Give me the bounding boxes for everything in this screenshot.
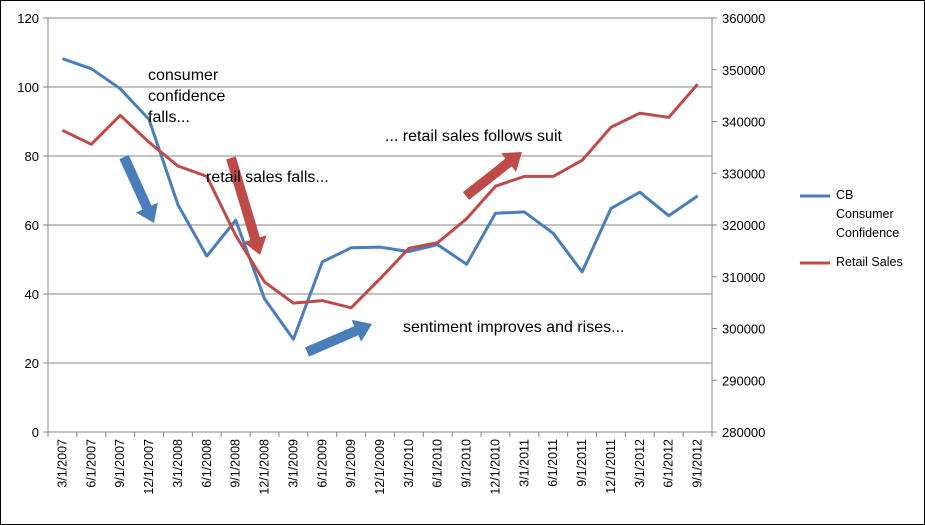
x-tick-label: 9/1/2008 bbox=[229, 439, 243, 488]
x-tick-label: 9/1/2010 bbox=[460, 439, 474, 488]
x-tick-label: 3/1/2010 bbox=[402, 439, 416, 488]
annotation-sentiment-improves: sentiment improves and rises... bbox=[403, 319, 624, 336]
right-tick-label: 290000 bbox=[722, 373, 765, 388]
x-tick-label: 9/1/2012 bbox=[691, 439, 705, 488]
series-line-cb-consumer-confidence bbox=[61, 57, 699, 341]
annotation-retail-follows-suit: ... retail sales follows suit bbox=[385, 128, 563, 145]
x-tick-label: 6/1/2011 bbox=[546, 439, 560, 487]
left-tick-label: 40 bbox=[25, 287, 39, 302]
x-tick-label: 3/1/2009 bbox=[286, 439, 300, 488]
legend-label: Retail Sales bbox=[836, 255, 903, 269]
x-tick-label: 6/1/2008 bbox=[200, 439, 214, 488]
x-tick-label: 9/1/2009 bbox=[344, 439, 358, 488]
sentiment-up-arrow bbox=[305, 319, 372, 357]
x-tick-label: 12/1/2008 bbox=[258, 439, 272, 495]
series-line-retail-sales bbox=[61, 83, 699, 310]
legend-label: Consumer bbox=[836, 207, 894, 221]
x-tick-label: 12/1/2009 bbox=[373, 439, 387, 495]
left-tick-label: 100 bbox=[17, 80, 39, 95]
x-tick-label: 9/1/2011 bbox=[575, 439, 589, 487]
x-tick-label: 3/1/2012 bbox=[633, 439, 647, 488]
right-tick-label: 350000 bbox=[722, 63, 765, 78]
x-tick-label: 3/1/2007 bbox=[55, 439, 69, 488]
retail-up-arrow bbox=[462, 152, 522, 200]
legend-label: CB bbox=[836, 188, 853, 202]
retail-down-arrow bbox=[226, 156, 267, 255]
right-tick-label: 320000 bbox=[722, 218, 765, 233]
x-tick-label: 3/1/2008 bbox=[171, 439, 185, 488]
left-tick-label: 0 bbox=[32, 425, 39, 440]
right-tick-label: 340000 bbox=[722, 115, 765, 130]
x-tick-label: 6/1/2010 bbox=[431, 439, 445, 488]
annotation-consumer-confidence-falls: consumer bbox=[148, 67, 219, 84]
confidence-down-arrow bbox=[119, 154, 158, 223]
right-tick-label: 360000 bbox=[722, 11, 765, 26]
annotation-consumer-confidence-falls: confidence bbox=[148, 88, 225, 105]
annotation-retail-sales-falls: retail sales falls... bbox=[206, 169, 329, 186]
x-tick-label: 6/1/2012 bbox=[662, 439, 676, 488]
left-tick-label: 120 bbox=[17, 11, 39, 26]
right-tick-label: 300000 bbox=[722, 322, 765, 337]
legend-label: Confidence bbox=[836, 226, 899, 240]
annotation-consumer-confidence-falls: falls... bbox=[148, 109, 190, 126]
right-tick-label: 330000 bbox=[722, 166, 765, 181]
x-tick-label: 12/1/2011 bbox=[604, 439, 618, 494]
x-tick-label: 12/1/2007 bbox=[142, 439, 156, 495]
x-tick-label: 6/1/2009 bbox=[315, 439, 329, 488]
x-tick-label: 9/1/2007 bbox=[113, 439, 127, 488]
left-tick-label: 20 bbox=[25, 356, 39, 371]
x-tick-label: 3/1/2011 bbox=[517, 439, 531, 487]
x-tick-label: 6/1/2007 bbox=[84, 439, 98, 488]
left-tick-label: 80 bbox=[25, 149, 39, 164]
right-tick-label: 280000 bbox=[722, 425, 765, 440]
x-tick-label: 12/1/2010 bbox=[488, 439, 502, 495]
left-tick-label: 60 bbox=[25, 218, 39, 233]
right-tick-label: 310000 bbox=[722, 270, 765, 285]
